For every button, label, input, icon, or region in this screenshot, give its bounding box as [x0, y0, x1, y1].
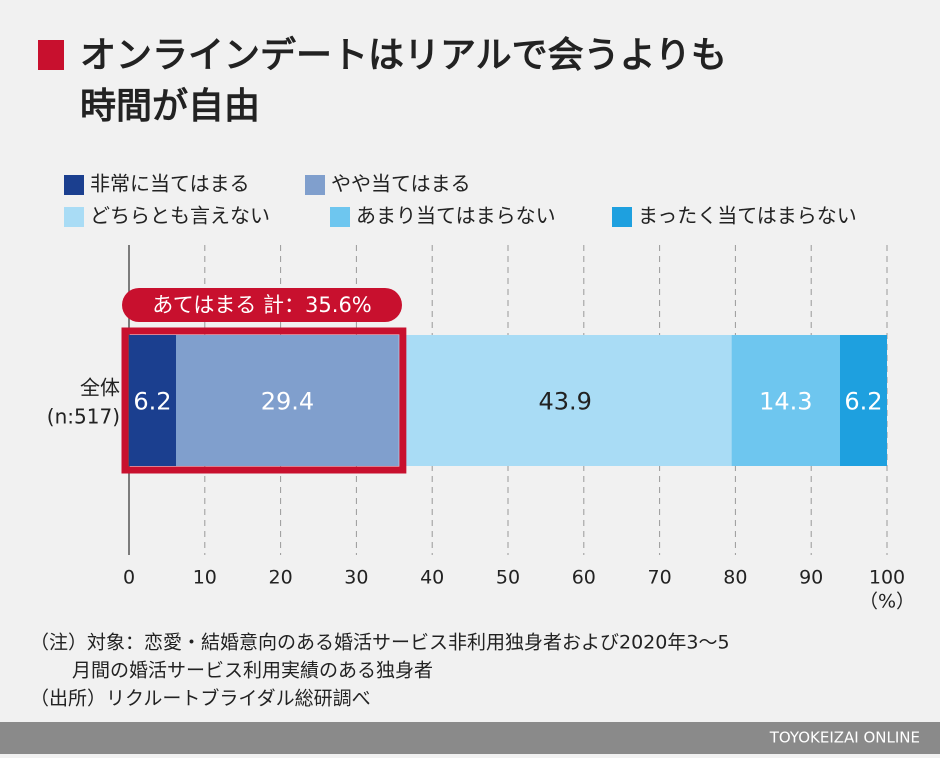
value-label: 14.3 [759, 388, 812, 416]
x-tick-label: 50 [496, 567, 520, 589]
bar-segment [840, 335, 887, 466]
legend-label: 非常に当てはまる [90, 172, 250, 196]
footnote: （出所）リクルートブライダル総研調べ [30, 687, 371, 710]
chart-title: オンラインデートはリアルで会うよりも [80, 34, 727, 76]
highlight-frame [121, 327, 407, 474]
y-tick-label: 全体 [80, 376, 120, 400]
y-tick-note: (n:517) [47, 405, 120, 429]
legend-label: どちらとも言えない [90, 204, 270, 228]
legend-label: やや当てはまる [331, 172, 471, 196]
legend-swatch [330, 207, 350, 227]
value-label: 43.9 [539, 388, 592, 416]
legend-swatch [64, 175, 84, 195]
x-tick-label: 60 [572, 567, 596, 589]
value-label: 6.2 [844, 388, 882, 416]
x-tick-label: 80 [723, 567, 747, 589]
legend-label: まったく当てはまらない [638, 204, 857, 228]
bar-segment [175, 335, 399, 466]
x-tick-label: 100 [869, 567, 905, 589]
bar-segment [731, 335, 841, 466]
x-unit: （%） [859, 591, 915, 613]
x-tick-label: 10 [193, 567, 217, 589]
x-tick-label: 90 [799, 567, 823, 589]
x-tick-label: 70 [648, 567, 672, 589]
title-marker [38, 40, 64, 70]
footer-bar [0, 722, 940, 754]
chart-title: 時間が自由 [80, 86, 260, 127]
annotation: あてはまる 計：35.6% [152, 293, 372, 317]
footnote: （注）対象：恋愛・結婚意向のある婚活サービス非利用独身者および2020年3〜5 [30, 632, 730, 654]
value-label: 6.2 [133, 388, 171, 416]
legend-label: あまり当てはまらない [356, 204, 556, 228]
x-tick-label: 30 [344, 567, 368, 589]
bar-segment [398, 335, 732, 466]
x-tick-label: 40 [420, 567, 444, 589]
bar-segment [129, 335, 176, 466]
legend-swatch [64, 207, 84, 227]
legend-swatch [305, 175, 325, 195]
value-label: 29.4 [261, 388, 314, 416]
x-tick-label: 20 [269, 567, 293, 589]
x-tick-label: 0 [123, 567, 135, 589]
legend-swatch [612, 207, 632, 227]
footnote: 月間の婚活サービス利用実績のある独身者 [72, 660, 433, 682]
source: TOYOKEIZAI ONLINE [769, 729, 920, 747]
annotation-box [122, 288, 402, 322]
